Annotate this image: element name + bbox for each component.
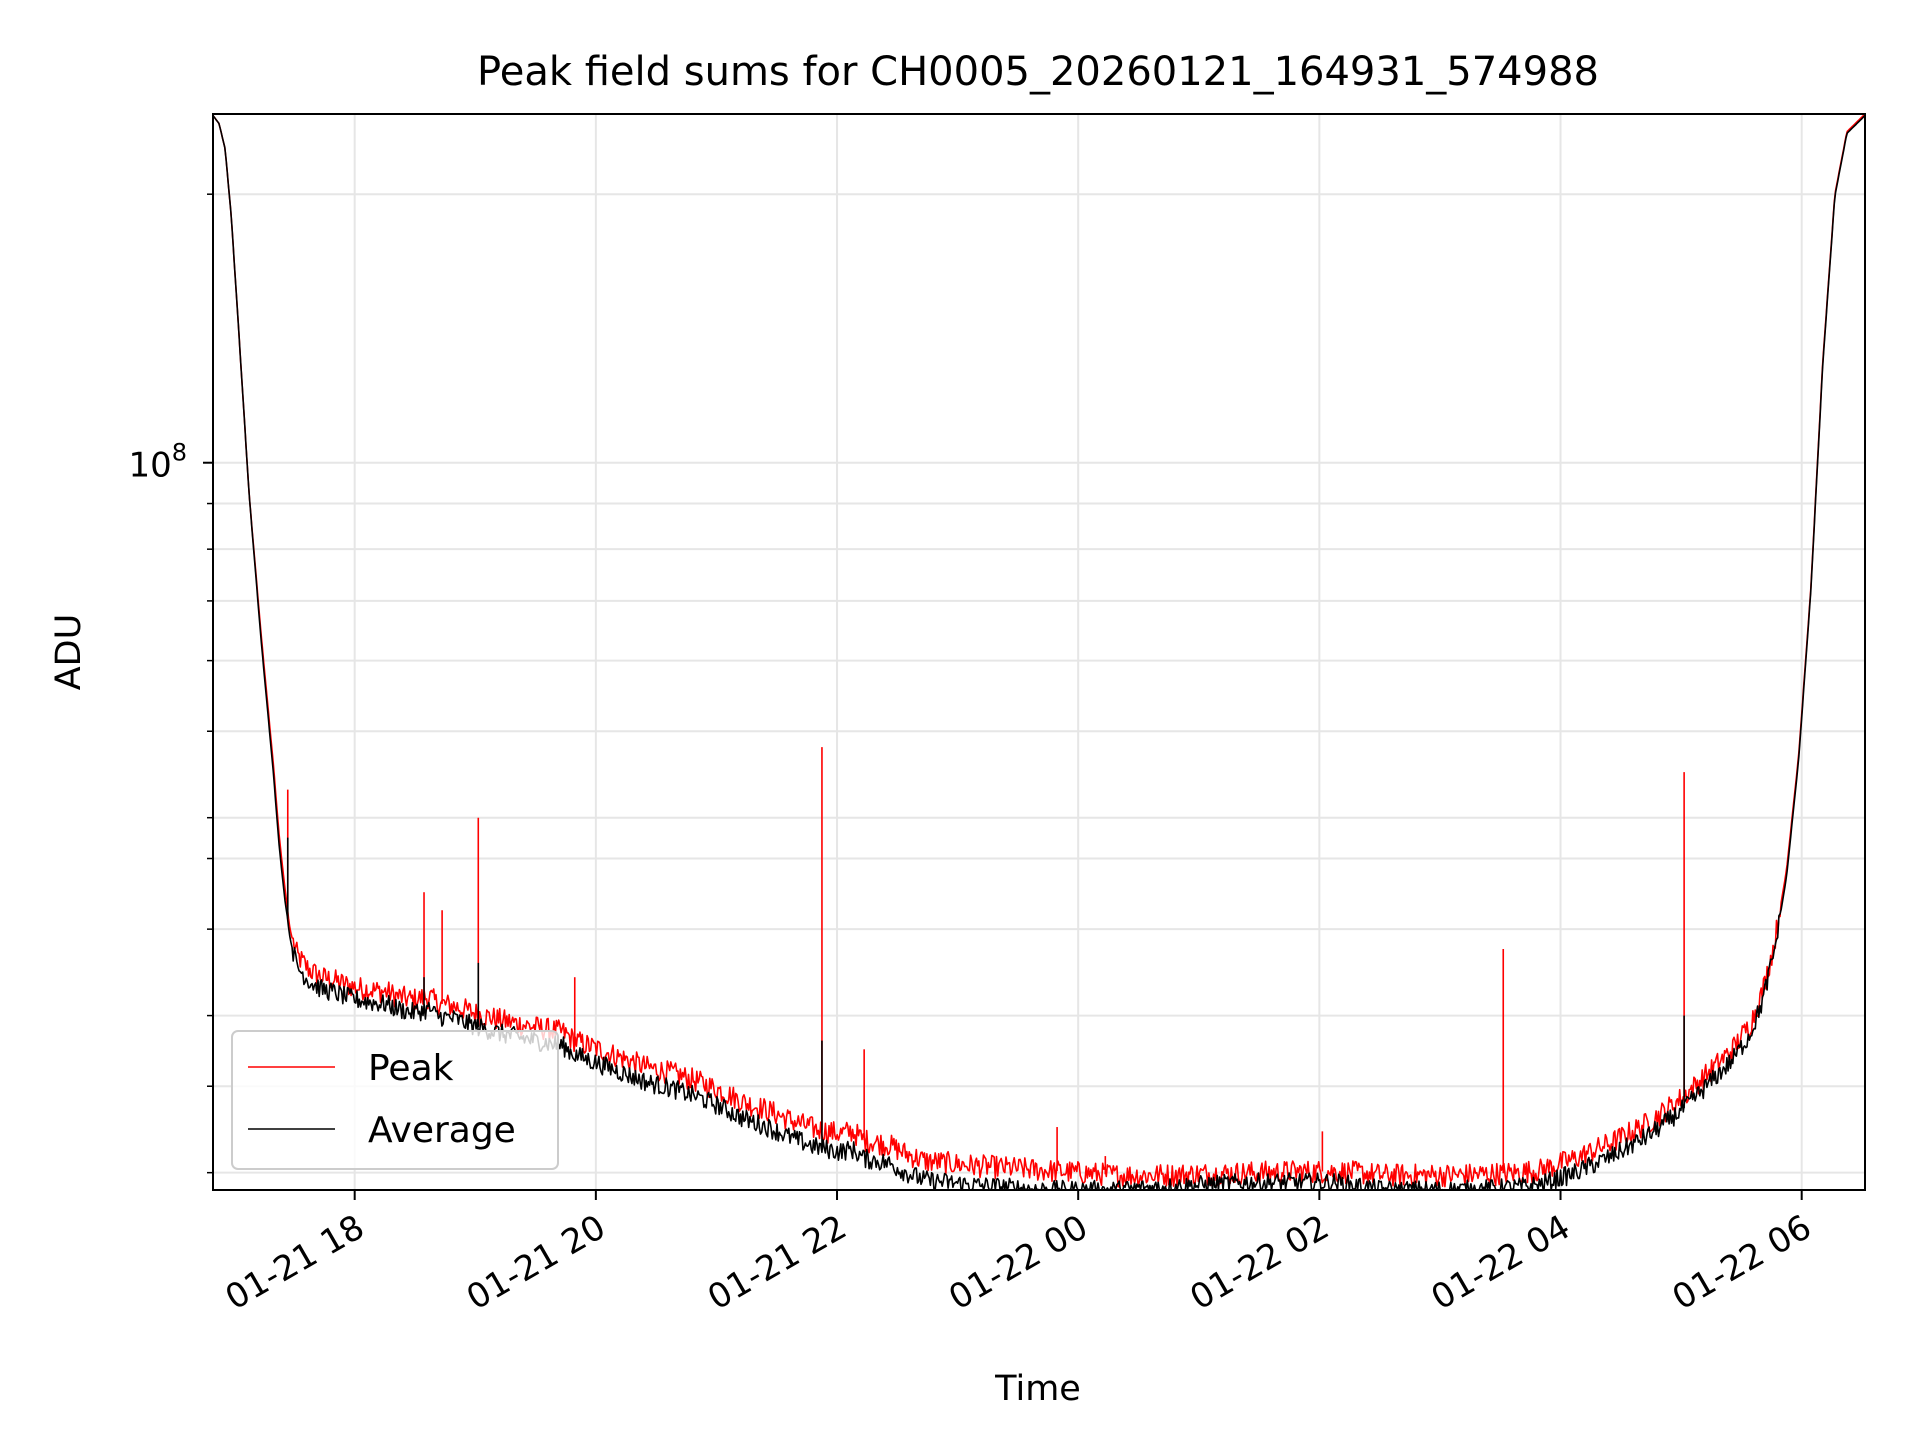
y-tick-label: 108: [128, 439, 187, 486]
y-tick-label-base: 10: [128, 446, 171, 486]
y-axis-label: ADU: [49, 614, 89, 691]
y-tick-label-exponent: 8: [172, 439, 187, 467]
series-line-peak: [212, 113, 1866, 1188]
chart-title: Peak field sums for CH0005_20260121_1649…: [477, 49, 1599, 95]
x-axis-label: Time: [994, 1369, 1081, 1409]
legend: Peak Average: [231, 1030, 559, 1170]
plot-frame: [212, 113, 1866, 1191]
grid-layer: [213, 114, 1865, 1190]
legend-label-peak: Peak: [368, 1048, 454, 1089]
legend-box: [231, 1030, 559, 1170]
legend-label-average: Average: [368, 1110, 516, 1151]
